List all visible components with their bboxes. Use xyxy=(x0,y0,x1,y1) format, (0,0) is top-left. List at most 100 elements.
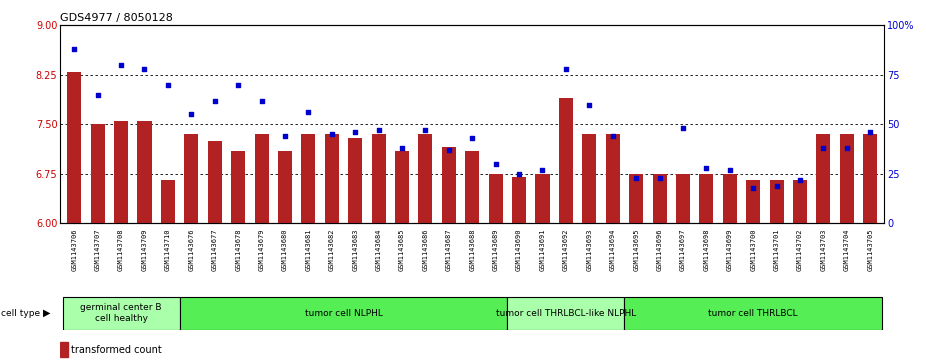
Point xyxy=(676,125,691,131)
FancyBboxPatch shape xyxy=(507,297,624,330)
Point xyxy=(394,145,409,151)
Bar xyxy=(60,342,68,357)
Point xyxy=(745,185,760,191)
Text: GSM1143681: GSM1143681 xyxy=(306,229,311,271)
Text: GSM1143678: GSM1143678 xyxy=(235,229,241,271)
Text: GSM1143710: GSM1143710 xyxy=(165,229,171,271)
Text: GSM1143706: GSM1143706 xyxy=(71,229,77,271)
Point xyxy=(324,131,339,137)
Text: GDS4977 / 8050128: GDS4977 / 8050128 xyxy=(60,13,173,23)
Point xyxy=(160,82,175,88)
Point xyxy=(254,98,269,103)
Text: tumor cell THRLBCL-like NLPHL: tumor cell THRLBCL-like NLPHL xyxy=(495,309,636,318)
Text: GSM1143703: GSM1143703 xyxy=(820,229,827,271)
Point xyxy=(67,46,81,52)
Text: GSM1143705: GSM1143705 xyxy=(868,229,873,271)
Text: GSM1143694: GSM1143694 xyxy=(609,229,616,271)
Bar xyxy=(325,134,339,223)
Text: tumor cell NLPHL: tumor cell NLPHL xyxy=(305,309,382,318)
Point xyxy=(90,92,105,98)
Point xyxy=(371,127,386,133)
Point xyxy=(137,66,152,72)
Bar xyxy=(184,134,198,223)
Text: GSM1143684: GSM1143684 xyxy=(376,229,382,271)
Text: GSM1143698: GSM1143698 xyxy=(704,229,709,271)
Text: GSM1143700: GSM1143700 xyxy=(750,229,757,271)
Bar xyxy=(793,180,807,223)
Point xyxy=(418,127,432,133)
Point xyxy=(512,171,527,177)
Text: GSM1143688: GSM1143688 xyxy=(469,229,475,271)
Point xyxy=(793,177,807,183)
Point xyxy=(699,165,714,171)
Text: GSM1143689: GSM1143689 xyxy=(493,229,499,271)
Text: GSM1143704: GSM1143704 xyxy=(844,229,850,271)
Bar xyxy=(301,134,316,223)
Point xyxy=(652,175,667,181)
FancyBboxPatch shape xyxy=(624,297,882,330)
Text: GSM1143709: GSM1143709 xyxy=(142,229,147,271)
Point xyxy=(770,183,784,188)
Bar xyxy=(770,180,783,223)
Bar xyxy=(68,72,81,223)
Bar xyxy=(512,177,526,223)
Point xyxy=(629,175,644,181)
Bar xyxy=(699,174,713,223)
Point xyxy=(558,66,573,72)
Bar xyxy=(278,151,292,223)
Bar xyxy=(114,121,128,223)
Point xyxy=(606,133,620,139)
Text: tumor cell THRLBCL: tumor cell THRLBCL xyxy=(708,309,798,318)
Text: cell type: cell type xyxy=(1,309,40,318)
Point xyxy=(722,167,737,173)
Text: GSM1143680: GSM1143680 xyxy=(282,229,288,271)
Bar xyxy=(255,134,269,223)
Bar xyxy=(489,174,503,223)
Bar xyxy=(442,147,456,223)
Point xyxy=(863,129,878,135)
Bar xyxy=(606,134,619,223)
Bar xyxy=(863,134,877,223)
Text: GSM1143702: GSM1143702 xyxy=(797,229,803,271)
Text: GSM1143677: GSM1143677 xyxy=(212,229,218,271)
Point xyxy=(301,110,316,115)
FancyBboxPatch shape xyxy=(180,297,507,330)
Bar xyxy=(629,174,644,223)
Point xyxy=(816,145,831,151)
Bar xyxy=(676,174,690,223)
Text: GSM1143692: GSM1143692 xyxy=(563,229,569,271)
Bar xyxy=(371,134,385,223)
Text: GSM1143682: GSM1143682 xyxy=(329,229,335,271)
Point xyxy=(114,62,129,68)
Text: GSM1143707: GSM1143707 xyxy=(94,229,101,271)
Text: GSM1143676: GSM1143676 xyxy=(188,229,194,271)
Bar xyxy=(232,151,245,223)
Bar xyxy=(746,180,760,223)
Bar xyxy=(465,151,480,223)
Point xyxy=(207,98,222,103)
Bar xyxy=(161,180,175,223)
Bar xyxy=(817,134,831,223)
Bar xyxy=(840,134,854,223)
Bar xyxy=(419,134,432,223)
Bar xyxy=(535,174,549,223)
Point xyxy=(184,111,199,117)
Text: germinal center B
cell healthy: germinal center B cell healthy xyxy=(81,303,162,323)
Bar xyxy=(582,134,596,223)
Bar xyxy=(91,124,105,223)
Point xyxy=(582,102,596,107)
Bar xyxy=(137,121,152,223)
Text: GSM1143690: GSM1143690 xyxy=(516,229,522,271)
Text: GSM1143696: GSM1143696 xyxy=(657,229,663,271)
Text: GSM1143708: GSM1143708 xyxy=(118,229,124,271)
Point xyxy=(348,129,363,135)
Text: GSM1143683: GSM1143683 xyxy=(352,229,358,271)
Bar xyxy=(348,138,362,223)
Text: transformed count: transformed count xyxy=(70,345,161,355)
Bar xyxy=(723,174,737,223)
FancyBboxPatch shape xyxy=(63,297,180,330)
Text: ▶: ▶ xyxy=(43,308,50,318)
Bar xyxy=(559,98,573,223)
Bar xyxy=(207,141,221,223)
Text: GSM1143679: GSM1143679 xyxy=(258,229,265,271)
